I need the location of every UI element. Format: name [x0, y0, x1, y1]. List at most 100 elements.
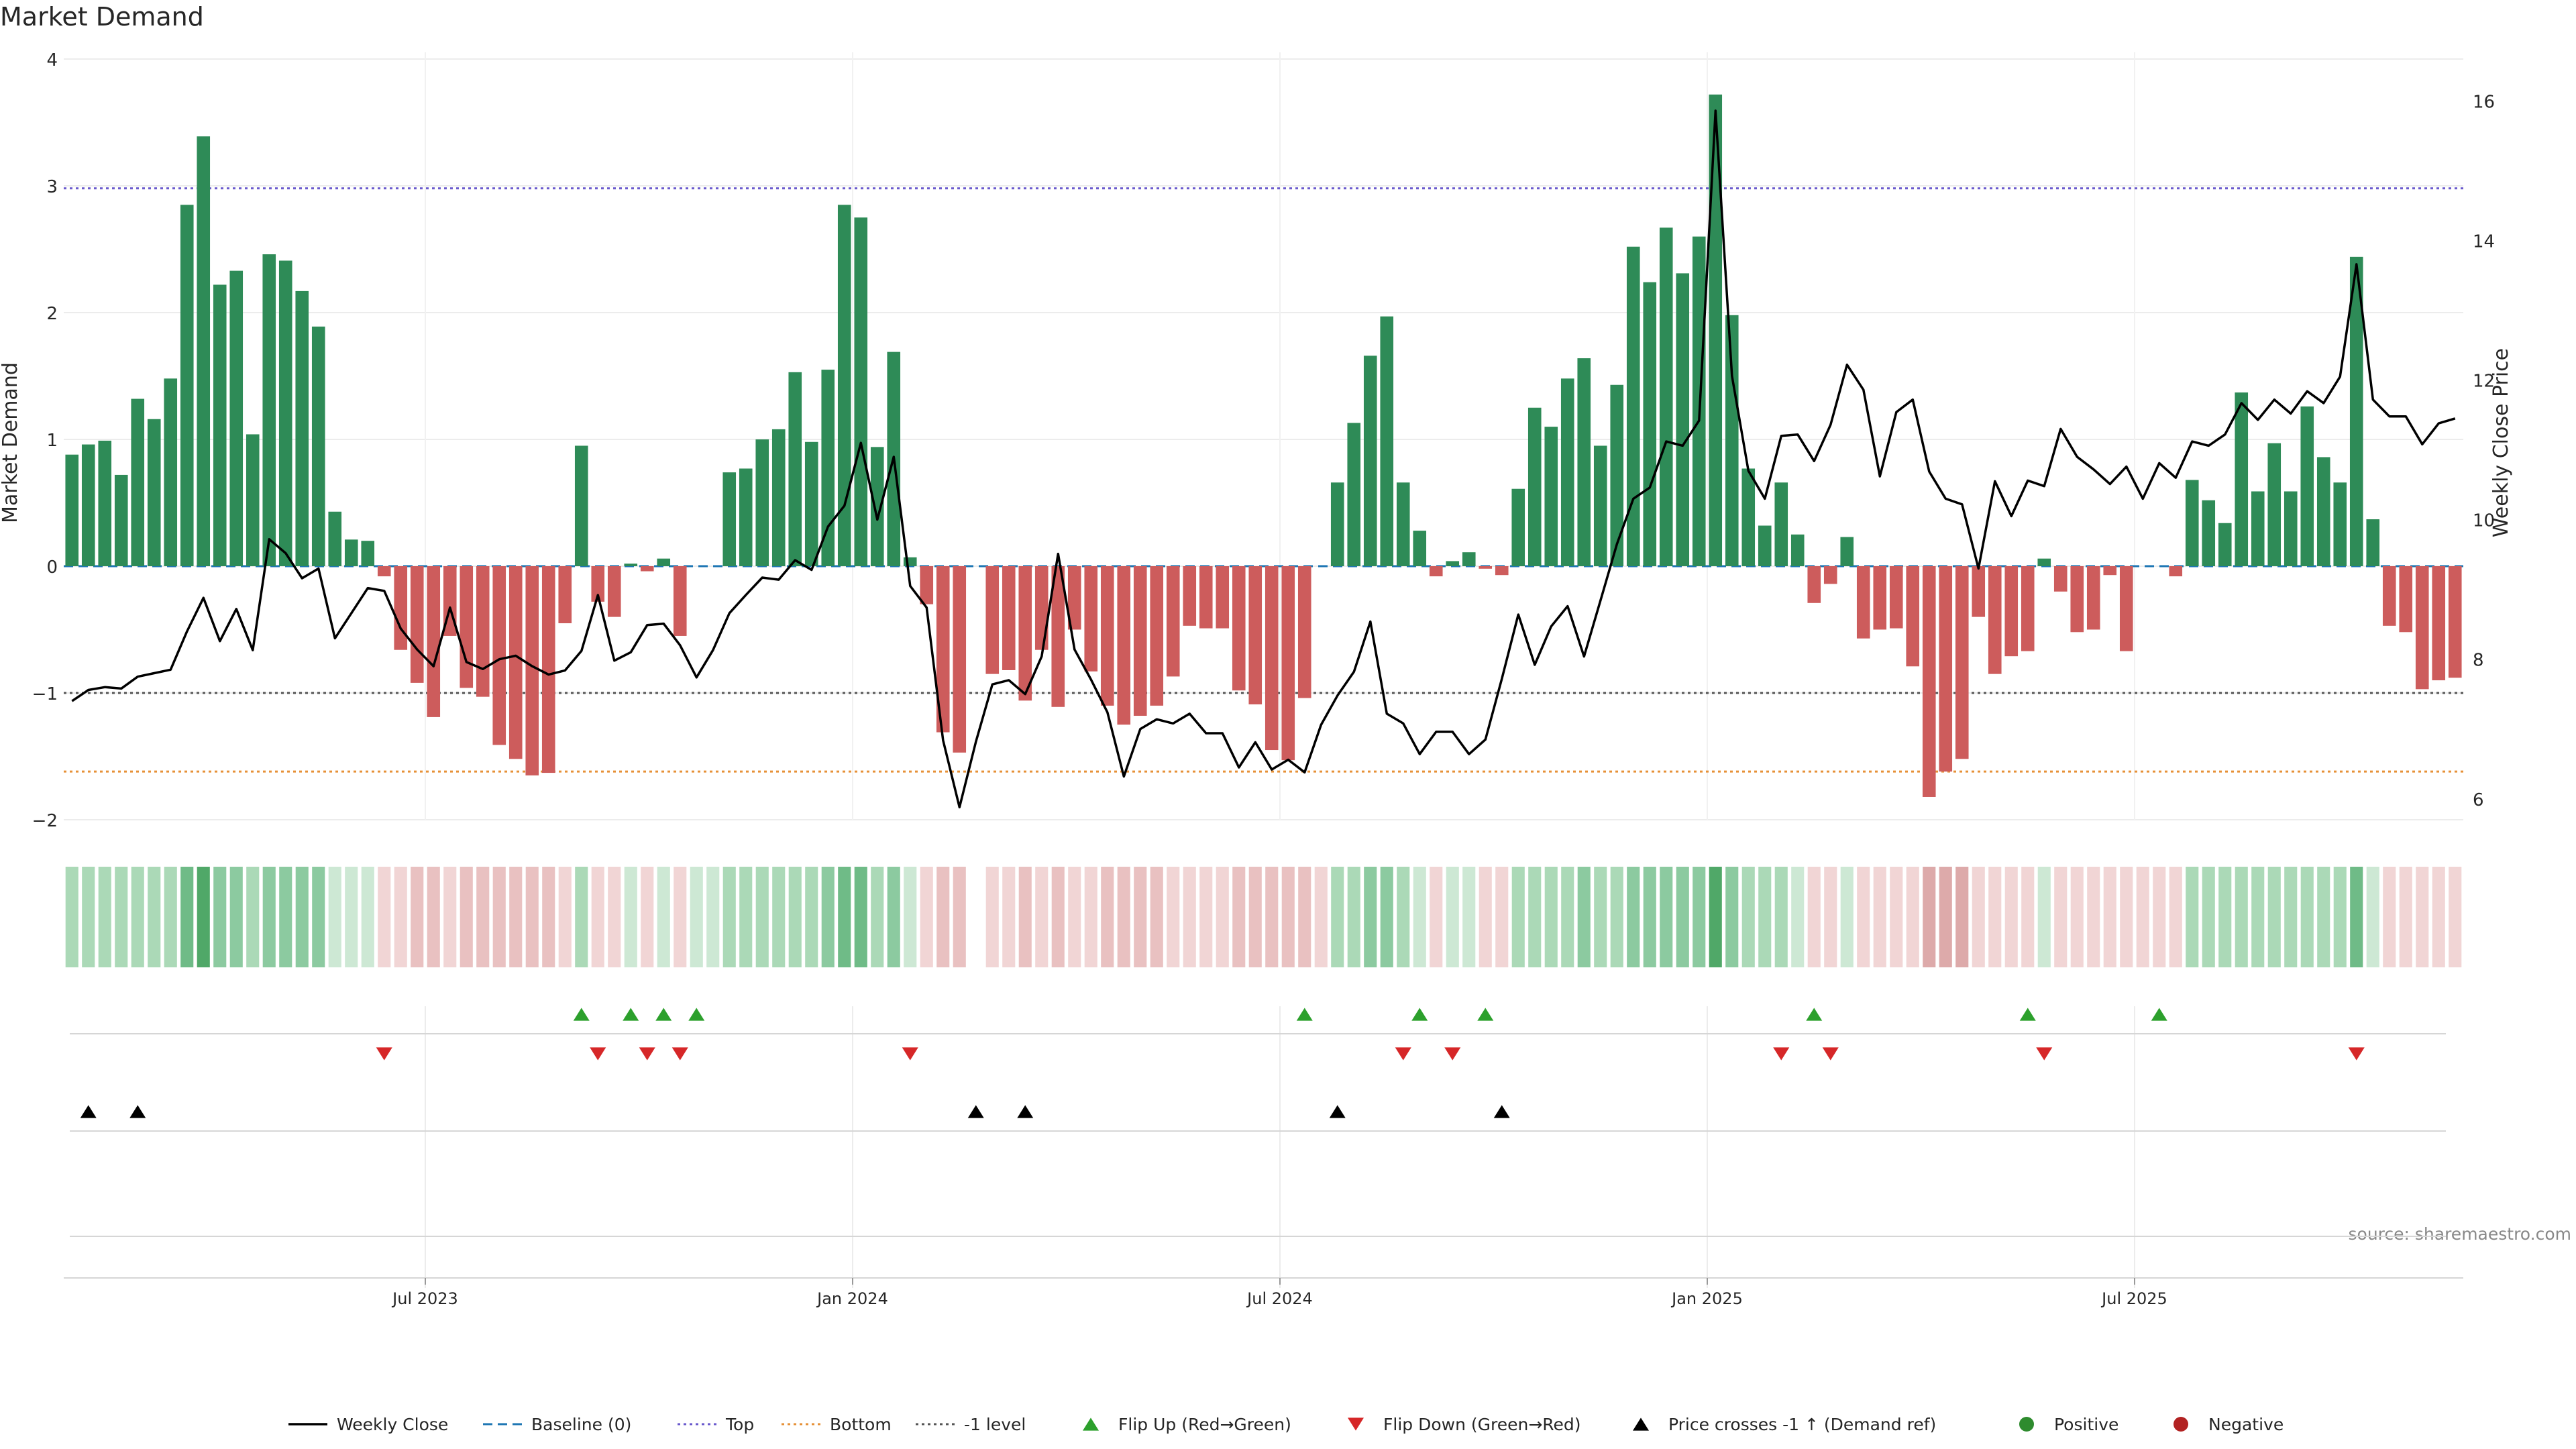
- positive-band-cell: [361, 867, 374, 967]
- positive-bar: [1593, 445, 1607, 566]
- legend-swatch-flip-down: [1348, 1417, 1364, 1431]
- negative-bar: [1100, 566, 1114, 706]
- negative-bar: [2169, 566, 2183, 577]
- positive-band-cell: [2300, 867, 2314, 967]
- positive-band-cell: [1676, 867, 1689, 967]
- negative-bar: [936, 566, 950, 733]
- positive-bar: [98, 440, 112, 566]
- positive-bar: [722, 472, 737, 566]
- positive-bar: [1758, 525, 1772, 566]
- positive-band-cell: [1528, 867, 1542, 967]
- positive-band-cell: [148, 867, 161, 967]
- negative-band-cell: [2021, 867, 2035, 967]
- negative-band-cell: [1167, 867, 1180, 967]
- positive-bar: [1544, 427, 1558, 566]
- positive-bar: [147, 419, 161, 566]
- flip-up-marker: [1296, 1008, 1313, 1021]
- negative-bar: [640, 566, 654, 572]
- negative-bar: [1939, 566, 1953, 772]
- positive-band-cell: [1511, 867, 1525, 967]
- negative-bar: [427, 566, 441, 717]
- positive-bar: [788, 372, 802, 566]
- positive-band-cell: [1331, 867, 1344, 967]
- negative-bar: [591, 566, 605, 602]
- y2-tick-label: 12: [2473, 372, 2495, 392]
- negative-band-cell: [1906, 867, 1919, 967]
- positive-bar: [2202, 500, 2216, 566]
- positive-bar: [2037, 558, 2051, 566]
- legend-label: Bottom: [830, 1415, 892, 1434]
- y2-tick-label: 8: [2473, 651, 2484, 671]
- positive-bar: [870, 447, 884, 566]
- negative-band-cell: [2136, 867, 2149, 967]
- positive-bar: [246, 434, 260, 566]
- negative-band-cell: [1002, 867, 1016, 967]
- positive-band-cell: [739, 867, 753, 967]
- legend-label: Weekly Close: [337, 1415, 448, 1434]
- positive-band-cell: [131, 867, 144, 967]
- y-tick-label: −2: [32, 811, 58, 831]
- flip-up-marker: [2019, 1008, 2036, 1021]
- positive-bar: [1626, 246, 1640, 566]
- price-cross-marker: [1493, 1105, 1510, 1118]
- positive-band-cell: [2202, 867, 2215, 967]
- negative-band-cell: [953, 867, 966, 967]
- positive-band-cell: [821, 867, 835, 967]
- price-series: [71, 109, 2456, 809]
- positive-band-cell: [1627, 867, 1640, 967]
- y2-tick-label: 14: [2473, 231, 2495, 252]
- negative-band-cell: [1298, 867, 1311, 967]
- negative-bar: [1199, 566, 1213, 629]
- flip-down-marker: [2036, 1047, 2053, 1061]
- x-tick-label: Jan 2024: [816, 1289, 888, 1308]
- flip-down-marker: [1444, 1047, 1461, 1061]
- negative-bar: [1922, 566, 1936, 797]
- positive-band-cell: [854, 867, 867, 967]
- positive-bar: [821, 370, 835, 566]
- positive-band-cell: [1380, 867, 1393, 967]
- x-ticks: Jul 2023 Jan 2024 Jul 2024 Jan 2025 Jul 2025: [391, 1278, 2167, 1308]
- negative-bar: [476, 566, 490, 697]
- negative-band-cell: [1248, 867, 1262, 967]
- positive-band-cell: [871, 867, 884, 967]
- legend-label: Positive: [2054, 1415, 2118, 1434]
- negative-band-cell: [2153, 867, 2166, 967]
- positive-bar: [311, 326, 325, 566]
- positive-bar: [2366, 519, 2380, 566]
- negative-band-cell: [1857, 867, 1870, 967]
- legend: Weekly Close Baseline (0) Top Bottom -1 leve…: [288, 1415, 2284, 1434]
- reference-lines: [64, 187, 2463, 773]
- negative-band-cell: [608, 867, 621, 967]
- negative-band-cell: [1807, 867, 1821, 967]
- negative-band-cell: [1199, 867, 1213, 967]
- negative-bar: [920, 566, 934, 604]
- flip-down-marker: [2348, 1047, 2365, 1061]
- positive-bar: [1725, 315, 1739, 566]
- positive-bar: [328, 511, 342, 566]
- price-cross-marker: [129, 1105, 146, 1118]
- positive-band-cell: [2235, 867, 2248, 967]
- positive-band-cell: [2218, 867, 2232, 967]
- positive-band-cell: [1446, 867, 1459, 967]
- negative-band-cell: [411, 867, 424, 967]
- positive-band-cell: [197, 867, 210, 967]
- negative-band-cell: [1873, 867, 1886, 967]
- negative-band-cell: [1084, 867, 1097, 967]
- negative-bar: [2119, 566, 2133, 651]
- negative-bar: [1166, 566, 1180, 677]
- positive-band-cell: [887, 867, 900, 967]
- positive-bar: [295, 290, 309, 566]
- flip-up-marker: [2151, 1008, 2167, 1021]
- positive-bar: [771, 429, 786, 566]
- positive-band-cell: [164, 867, 177, 967]
- legend-swatch-price-cross: [1633, 1417, 1649, 1431]
- positive-band-cell: [722, 867, 736, 967]
- positive-band-cell: [2350, 867, 2363, 967]
- positive-band-cell: [575, 867, 588, 967]
- negative-bar: [1856, 566, 1870, 639]
- positive-band-cell: [2267, 867, 2281, 967]
- negative-bar: [1117, 566, 1131, 725]
- x-tick-label: Jul 2023: [391, 1289, 458, 1308]
- negative-bar: [2086, 566, 2100, 630]
- positive-band-cell: [262, 867, 276, 967]
